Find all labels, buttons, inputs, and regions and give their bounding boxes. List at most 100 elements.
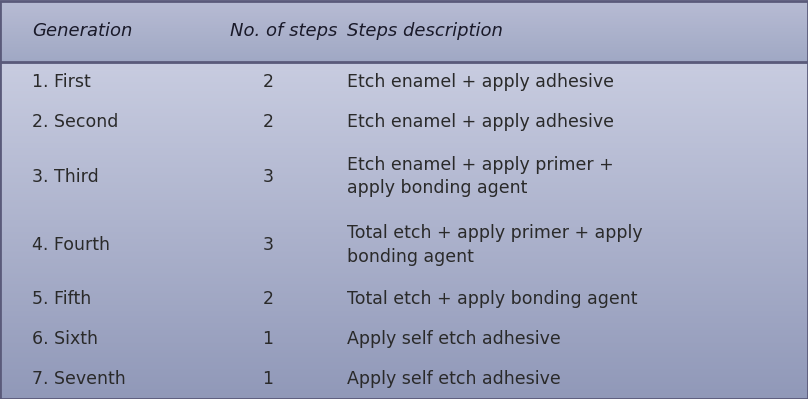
Bar [0, 18, 808, 19]
Bar [0, 371, 808, 374]
Bar [0, 49, 808, 50]
Bar [0, 196, 808, 199]
Bar [0, 0, 808, 2]
Bar [0, 142, 808, 145]
Bar [0, 238, 808, 241]
Bar [0, 34, 808, 35]
Bar [0, 29, 808, 30]
Bar [0, 99, 808, 101]
Bar [0, 237, 808, 239]
Bar [0, 324, 808, 327]
Bar [0, 44, 808, 45]
Bar [0, 10, 808, 12]
Bar [0, 326, 808, 328]
Bar [0, 3, 808, 4]
Bar [0, 51, 808, 52]
Bar [0, 164, 808, 167]
Bar [0, 111, 808, 113]
Bar [0, 6, 808, 7]
Bar [0, 3, 808, 4]
Bar [0, 154, 808, 157]
Text: Etch enamel + apply primer +
apply bonding agent: Etch enamel + apply primer + apply bondi… [347, 156, 614, 198]
Bar [0, 393, 808, 396]
Bar [0, 242, 808, 244]
Bar [0, 259, 808, 261]
Bar [0, 397, 808, 399]
Bar [0, 1, 808, 2]
Bar [0, 243, 808, 246]
Bar [0, 54, 808, 55]
Bar [0, 14, 808, 16]
Bar [0, 245, 808, 247]
Bar [0, 272, 808, 275]
Bar [0, 46, 808, 47]
Bar [0, 35, 808, 36]
Bar [0, 15, 808, 16]
Bar [0, 249, 808, 251]
Bar [0, 183, 808, 185]
Bar [0, 11, 808, 12]
Bar [0, 109, 808, 111]
Bar [0, 6, 808, 7]
Bar [0, 59, 808, 60]
Text: 3: 3 [263, 236, 274, 254]
Bar [0, 21, 808, 22]
Bar [0, 15, 808, 16]
Bar [0, 2, 808, 4]
Bar [0, 156, 808, 158]
Bar [0, 1, 808, 2]
Bar [0, 227, 808, 229]
Bar [0, 107, 808, 109]
Bar [0, 318, 808, 320]
Bar [0, 8, 808, 10]
Bar [0, 277, 808, 279]
Bar [0, 19, 808, 20]
Bar [0, 2, 808, 3]
Bar [0, 198, 808, 200]
Bar [0, 344, 808, 347]
Bar [0, 282, 808, 284]
Bar [0, 186, 808, 189]
Bar [0, 292, 808, 294]
Bar [0, 24, 808, 25]
Bar [0, 314, 808, 316]
Bar [0, 309, 808, 312]
Text: 3: 3 [263, 168, 274, 186]
Text: Total etch + apply primer + apply
bonding agent: Total etch + apply primer + apply bondin… [347, 224, 643, 265]
Bar [0, 17, 808, 18]
Bar [0, 284, 808, 286]
Bar [0, 191, 808, 194]
Bar [0, 4, 808, 5]
Bar [0, 50, 808, 51]
Bar [0, 11, 808, 12]
Bar [0, 16, 808, 18]
Text: Apply self etch adhesive: Apply self etch adhesive [347, 370, 562, 388]
Bar [0, 363, 808, 365]
Bar [0, 159, 808, 162]
Bar [0, 279, 808, 281]
Bar [0, 169, 808, 172]
Bar [0, 26, 808, 27]
Bar [0, 365, 808, 367]
Bar [0, 34, 808, 35]
Bar [0, 60, 808, 61]
Bar [0, 83, 808, 86]
Text: Total etch + apply bonding agent: Total etch + apply bonding agent [347, 290, 638, 308]
Bar [0, 22, 808, 23]
Bar [0, 56, 808, 57]
Bar [0, 49, 808, 51]
Bar [0, 7, 808, 8]
Bar [0, 56, 808, 57]
Bar [0, 63, 808, 66]
Bar [0, 26, 808, 27]
Bar [0, 40, 808, 41]
Text: Generation: Generation [32, 22, 133, 40]
Bar [0, 38, 808, 39]
Bar [0, 311, 808, 313]
Bar [0, 375, 808, 377]
Bar [0, 41, 808, 43]
Bar [0, 61, 808, 62]
Bar [0, 42, 808, 43]
Bar [0, 7, 808, 8]
Bar [0, 137, 808, 140]
